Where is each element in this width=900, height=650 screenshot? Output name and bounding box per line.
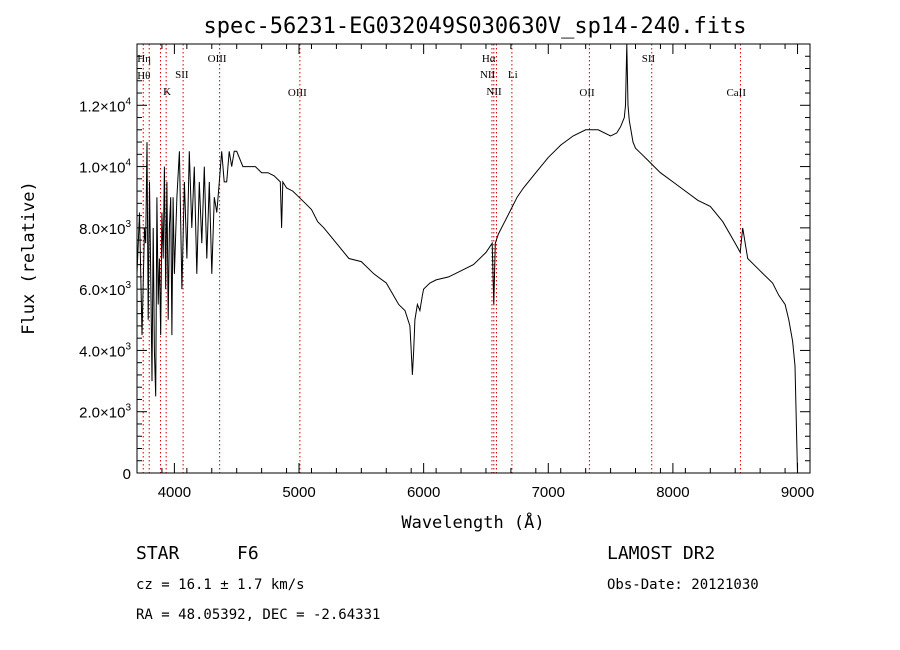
spectrum-line — [136, 43, 798, 474]
y-tick-label: 6.0×103 — [79, 280, 131, 299]
line-marker-label: OIII — [208, 53, 227, 65]
x-tick-label: 7000 — [532, 484, 565, 501]
y-tick-label: 4.0×103 — [79, 341, 131, 360]
line-marker-label: OII — [579, 87, 595, 99]
line-marker-label: Hα — [482, 53, 496, 65]
line-marker-label: NII — [486, 86, 502, 98]
redshift-readout: cz = 16.1 ± 1.7 km/s — [136, 577, 305, 593]
x-tick-label: 6000 — [407, 484, 440, 501]
x-axis-label: Wavelength (Å) — [401, 511, 544, 533]
line-marker-label: Hθ — [137, 70, 150, 82]
line-marker-label: K — [163, 86, 171, 98]
y-tick-label: 1.2×104 — [79, 96, 131, 115]
survey-name: LAMOST DR2 — [607, 543, 715, 564]
y-tick-label: 2.0×103 — [79, 403, 131, 422]
object-class: STAR — [136, 543, 180, 564]
plot-frame — [136, 43, 811, 474]
line-marker-label: SII — [642, 53, 656, 65]
x-tick-label: 4000 — [158, 484, 191, 501]
line-marker-labels: Hη Hθ K SII OIII OIII NII Hα NII Li OII SII CaII — [137, 53, 746, 99]
y-tick-label: 0 — [123, 466, 131, 483]
line-marker-label: NII — [480, 69, 496, 81]
x-axis-ticks: 4000 5000 6000 7000 8000 9000 — [136, 44, 814, 501]
x-tick-label: 5000 — [282, 484, 315, 501]
y-tick-label: 8.0×103 — [79, 219, 131, 238]
y-tick-label: 1.0×104 — [79, 158, 131, 177]
y-axis-ticks: 0 2.0×103 4.0×103 6.0×103 8.0×103 1.0×104 1.2×… — [79, 55, 810, 483]
x-tick-label: 9000 — [781, 484, 814, 501]
line-marker-label: CaII — [726, 87, 746, 99]
line-markers — [142, 44, 741, 473]
coordinates: RA = 48.05392, DEC = -2.64331 — [136, 607, 380, 623]
y-axis-label: Flux (relative) — [19, 181, 39, 335]
line-marker-label: Li — [508, 69, 518, 81]
x-tick-label: 8000 — [656, 484, 689, 501]
obs-date: Obs-Date: 20121030 — [607, 577, 759, 593]
chart-title: spec-56231-EG032049S030630V_sp14-240.fit… — [203, 14, 746, 39]
object-subclass: F6 — [237, 543, 259, 564]
line-marker-label: OIII — [288, 87, 307, 99]
line-marker-label: Hη — [137, 53, 151, 65]
line-marker-label: SII — [175, 69, 189, 81]
